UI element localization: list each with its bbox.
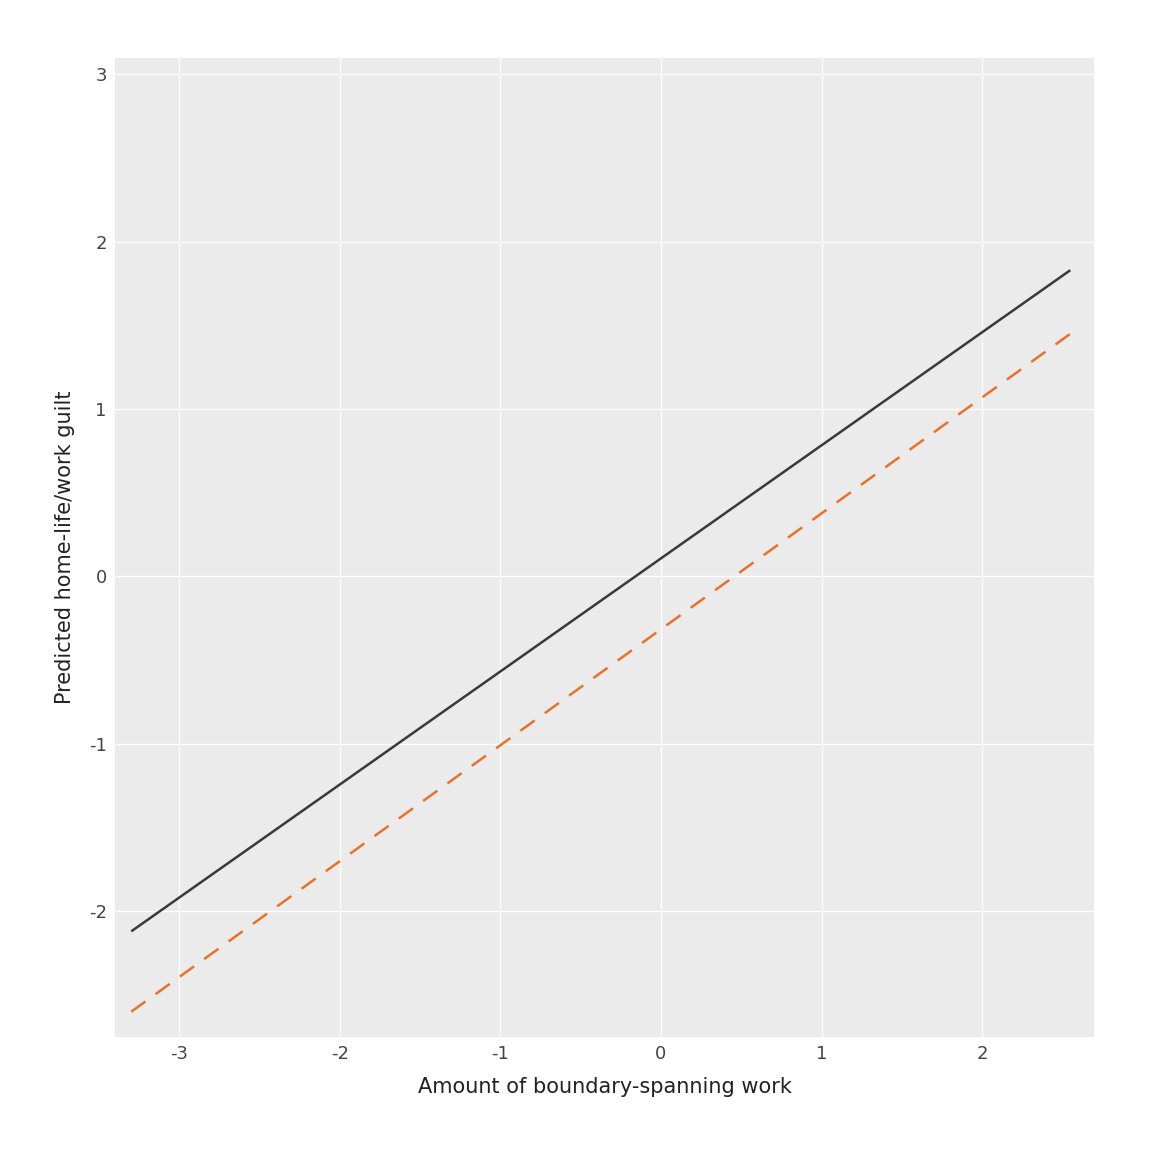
Y-axis label: Predicted home-life/work guilt: Predicted home-life/work guilt — [55, 391, 75, 704]
X-axis label: Amount of boundary-spanning work: Amount of boundary-spanning work — [418, 1077, 791, 1097]
